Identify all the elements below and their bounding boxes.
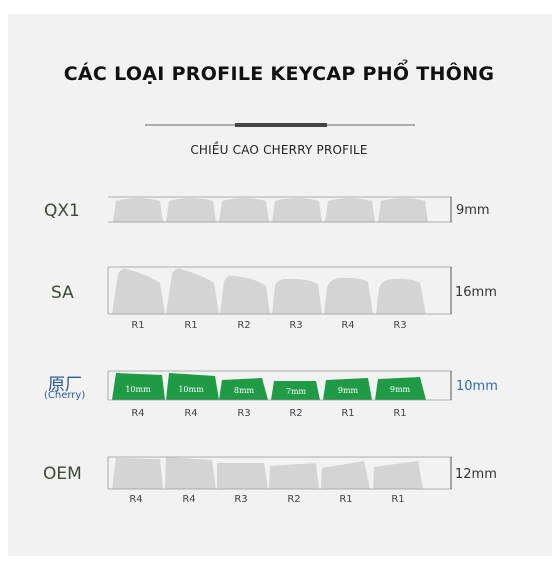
key-height-label: 9mm (338, 386, 359, 395)
oem-key (373, 461, 423, 489)
key-row-label: R2 (237, 320, 250, 331)
sa-keys (112, 269, 426, 314)
key-row-label: R4 (129, 494, 142, 505)
cherry-keys (112, 373, 426, 400)
key-row-label: R1 (131, 320, 144, 331)
height-cherry: 10mm (456, 379, 498, 394)
qx1-keys (113, 198, 428, 222)
oem-key (269, 463, 319, 489)
key-row-label: R1 (339, 494, 352, 505)
key-row-label: R1 (341, 408, 354, 419)
qx1-key (113, 198, 163, 222)
oem-key (217, 463, 268, 489)
sa-key (166, 269, 219, 314)
qx1-key (219, 198, 269, 222)
oem-key (165, 457, 216, 489)
key-height-label: 10mm (125, 385, 151, 394)
row-label-oem: OEM (43, 464, 82, 484)
divider-accent (235, 123, 327, 127)
sa-key (324, 278, 373, 314)
oem-key (112, 458, 163, 489)
key-row-label: R1 (184, 320, 197, 331)
oem-keys (112, 457, 423, 489)
key-height-label: 10mm (178, 385, 204, 394)
key-row-label: R3 (289, 320, 302, 331)
qx1-key (325, 198, 375, 222)
key-height-label: 8mm (234, 386, 255, 395)
sa-key (376, 279, 426, 314)
oem-key (321, 461, 370, 489)
qx1-key (166, 198, 216, 222)
row-label-cherry-sub: (Cherry) (44, 390, 85, 401)
diagram-subtitle: CHIỀU CAO CHERRY PROFILE (0, 143, 558, 157)
height-sa: 16mm (455, 285, 497, 300)
row-label-qx1: QX1 (44, 201, 80, 221)
key-row-label: R1 (393, 408, 406, 419)
sa-key (220, 276, 270, 314)
key-row-label: R4 (341, 320, 354, 331)
key-row-label: R4 (182, 494, 195, 505)
key-row-label: R4 (184, 408, 197, 419)
key-row-label: R3 (393, 320, 406, 331)
row-label-sa: SA (51, 283, 74, 303)
key-height-label: 9mm (390, 385, 411, 394)
key-height-label: 7mm (286, 387, 307, 396)
sa-key (272, 279, 322, 314)
key-row-label: R2 (287, 494, 300, 505)
key-row-label: R4 (131, 408, 144, 419)
key-row-label: R3 (237, 408, 250, 419)
height-oem: 12mm (455, 467, 497, 482)
height-qx1: 9mm (456, 203, 490, 218)
key-row-label: R1 (391, 494, 404, 505)
sa-key (112, 269, 165, 314)
key-row-label: R2 (289, 408, 302, 419)
key-row-label: R3 (234, 494, 247, 505)
qx1-key (378, 198, 428, 222)
qx1-key (272, 198, 322, 222)
